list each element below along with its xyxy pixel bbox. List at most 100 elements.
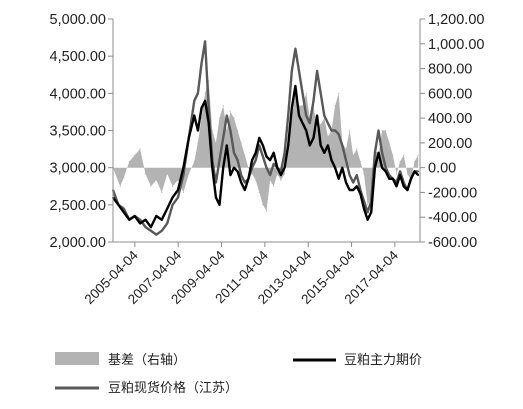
basis-point	[240, 142, 242, 144]
futures-point	[218, 204, 221, 206]
basis-point	[226, 129, 228, 132]
spot-point	[417, 170, 420, 173]
futures-point	[359, 192, 362, 195]
futures-point	[294, 85, 297, 87]
futures-point	[363, 207, 365, 210]
spot-point	[229, 129, 232, 132]
basis-point	[367, 204, 369, 206]
futures-point	[177, 189, 179, 191]
spot-point	[193, 100, 196, 102]
futures-point	[366, 218, 369, 221]
basis-point	[155, 179, 157, 181]
futures-point	[200, 107, 203, 109]
spot-point	[233, 152, 235, 154]
futures-point	[222, 166, 224, 169]
spot-point	[319, 92, 322, 95]
y-right-tick-label: 200.00	[428, 136, 472, 152]
futures-point	[193, 114, 196, 117]
basis-point	[204, 92, 206, 94]
futures-point	[280, 174, 282, 176]
futures-point	[236, 170, 239, 173]
spot-point	[305, 114, 308, 117]
series-basis-area	[113, 80, 419, 212]
spot-point	[166, 222, 168, 225]
futures-point	[381, 166, 383, 169]
spot-point	[374, 152, 376, 154]
basis-point	[172, 185, 174, 187]
y-left-tick-label: 3,000.00	[50, 161, 106, 177]
basis-point	[244, 154, 246, 156]
y-right-tick-label: -200.00	[428, 185, 477, 201]
basis-point	[345, 148, 347, 150]
legend-swatch-basis	[55, 352, 99, 365]
spot-point	[341, 144, 344, 147]
spot-point	[298, 70, 300, 72]
basis-series-layer	[112, 80, 419, 212]
futures-point	[211, 166, 214, 169]
basis-point	[182, 191, 184, 193]
spot-point	[262, 155, 264, 158]
spot-point	[161, 230, 163, 232]
futures-point	[330, 159, 333, 161]
futures-point	[392, 178, 394, 180]
basis-point	[305, 92, 307, 94]
spot-point	[356, 174, 358, 176]
spot-point	[352, 181, 355, 184]
futures-point	[337, 178, 340, 180]
futures-point	[265, 155, 268, 158]
futures-point	[316, 114, 318, 117]
spot-point	[265, 166, 268, 169]
basis-point	[218, 117, 221, 119]
basis-point	[392, 154, 394, 156]
basis-point	[414, 160, 416, 163]
spot-point	[123, 207, 125, 210]
spot-point	[236, 159, 239, 161]
basis-point	[388, 142, 390, 144]
futures-point	[171, 196, 174, 199]
futures-point	[402, 185, 405, 188]
y-right-tick-label: 400.00	[428, 111, 472, 127]
futures-point	[323, 152, 326, 154]
basis-point	[134, 154, 136, 156]
spot-point	[207, 107, 210, 109]
futures-point	[128, 218, 131, 221]
basis-point	[200, 117, 203, 119]
series-futures-line	[112, 84, 420, 229]
y-left-tick-label: 2,500.00	[50, 198, 106, 214]
y-right-tick-label: -400.00	[428, 210, 477, 226]
futures-point	[204, 100, 206, 102]
futures-point	[258, 137, 261, 139]
futures-point	[384, 170, 387, 173]
basis-point	[338, 92, 340, 94]
futures-point	[291, 107, 293, 109]
spot-point	[301, 92, 304, 95]
axes-layer: 5,000.00 4,500.00 4,000.00 3,500.00 3,000.00…	[50, 12, 485, 307]
futures-point	[254, 152, 257, 154]
futures-point	[247, 178, 250, 180]
y-right-tick-label: 800.00	[428, 62, 472, 78]
spot-point	[144, 226, 147, 228]
futures-point	[305, 129, 308, 132]
futures-point	[370, 211, 373, 214]
spot-point	[316, 70, 318, 72]
basis-point	[255, 179, 257, 181]
spot-point	[384, 166, 387, 169]
basis-point	[144, 173, 147, 175]
futures-point	[406, 189, 409, 191]
basis-point	[128, 160, 130, 163]
spot-point	[182, 174, 185, 176]
basis-point	[356, 148, 358, 150]
futures-point	[226, 144, 228, 147]
legend-label-basis: 基差（右轴）	[108, 352, 186, 367]
basis-point	[258, 191, 260, 193]
futures-point	[312, 137, 315, 139]
basis-point	[166, 173, 168, 175]
futures-point	[377, 152, 380, 154]
basis-point	[177, 179, 179, 181]
futures-point	[345, 181, 347, 184]
basis-point	[215, 142, 217, 144]
futures-point	[233, 166, 235, 169]
spot-point	[218, 159, 221, 161]
futures-point	[276, 166, 279, 169]
